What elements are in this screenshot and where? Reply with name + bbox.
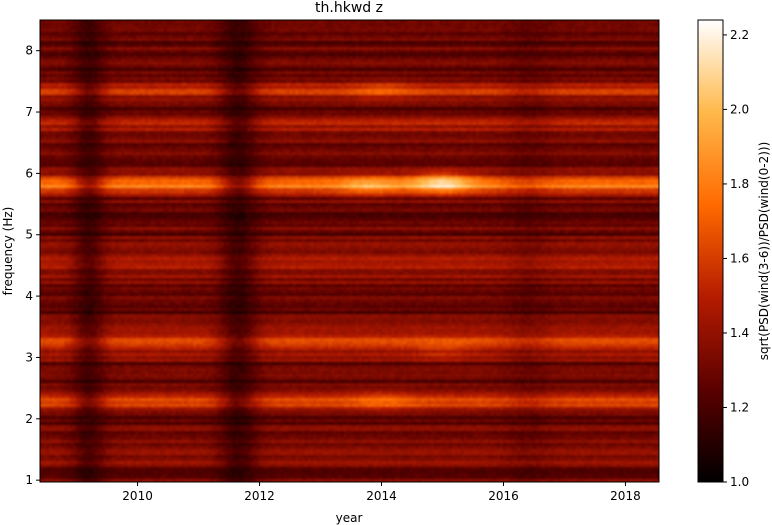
y-tick-label: 3 bbox=[25, 350, 33, 364]
colorbar-tick-label: 1.6 bbox=[730, 251, 749, 265]
x-tick-label: 2010 bbox=[122, 489, 153, 503]
y-tick-label: 6 bbox=[25, 166, 33, 180]
colorbar-tick-label: 2.0 bbox=[730, 102, 749, 116]
x-axis-label: year bbox=[336, 511, 363, 525]
colorbar-tick-label: 2.2 bbox=[730, 28, 749, 42]
heatmap-plot-area bbox=[40, 20, 659, 482]
y-tick-label: 5 bbox=[25, 228, 33, 242]
x-tick-label: 2018 bbox=[610, 489, 641, 503]
y-axis-ticks: 1 2 3 4 5 6 7 8 bbox=[25, 44, 40, 487]
x-tick-label: 2012 bbox=[244, 489, 275, 503]
y-tick-label: 1 bbox=[25, 473, 33, 487]
colorbar-tick-label: 1.8 bbox=[730, 177, 749, 191]
y-tick-label: 4 bbox=[25, 289, 33, 303]
colorbar bbox=[697, 19, 724, 483]
x-tick-label: 2016 bbox=[488, 489, 519, 503]
y-axis-label: frequency (Hz) bbox=[1, 207, 15, 296]
colorbar-tick-label: 1.2 bbox=[730, 400, 749, 414]
x-axis-ticks: 2010 2012 2014 2016 2018 bbox=[122, 482, 641, 503]
x-tick-label: 2014 bbox=[366, 489, 397, 503]
y-tick-label: 2 bbox=[25, 412, 33, 426]
colorbar-tick-label: 1.4 bbox=[730, 326, 749, 340]
plot-frame bbox=[39, 19, 660, 483]
colorbar-label: sqrt(PSD(wind(3-6))/PSD(wind(0-2))) bbox=[757, 142, 771, 361]
chart-title: th.hkwd z bbox=[315, 0, 383, 16]
colorbar-ticks: 1.0 1.2 1.4 1.6 1.8 2.0 2.2 bbox=[723, 28, 749, 489]
colorbar-tick-label: 1.0 bbox=[730, 475, 749, 489]
y-tick-label: 8 bbox=[25, 44, 33, 58]
y-tick-label: 7 bbox=[25, 105, 33, 119]
